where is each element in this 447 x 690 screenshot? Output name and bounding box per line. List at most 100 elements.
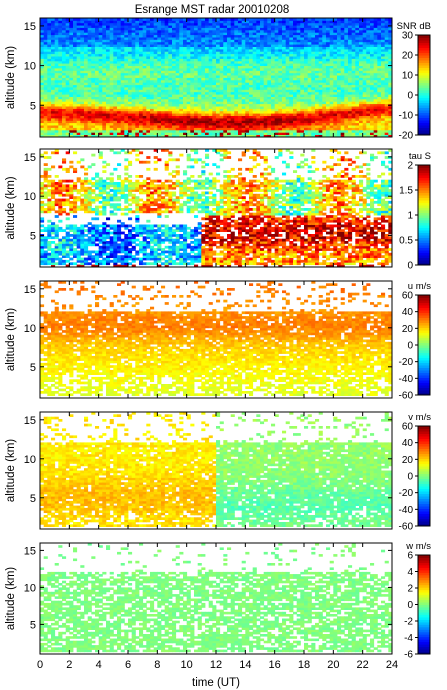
heatmap-cell [139, 27, 144, 31]
heatmap-cell [384, 65, 389, 69]
heatmap-cell [139, 34, 144, 38]
heatmap-cell [175, 25, 180, 28]
heatmap-cell [51, 250, 56, 254]
heatmap-cell [109, 110, 114, 114]
heatmap-cell [285, 96, 290, 100]
colorbar-segment [418, 115, 430, 118]
heatmap-cell [216, 89, 221, 93]
heatmap-cell [113, 125, 118, 128]
heatmap-cell [157, 20, 162, 24]
heatmap-cell [120, 53, 125, 57]
heatmap-cell [135, 37, 140, 40]
heatmap-cell [131, 20, 136, 24]
heatmap-cell [234, 37, 239, 40]
heatmap-cell [370, 129, 375, 133]
heatmap-cell [153, 120, 158, 124]
heatmap-cell [190, 96, 195, 100]
heatmap-cell [117, 68, 122, 71]
heatmap-cell [186, 29, 191, 33]
heatmap-cell [337, 110, 342, 114]
heatmap-cell [153, 96, 158, 100]
heatmap-cell [271, 39, 276, 43]
heatmap-cell [318, 96, 323, 100]
heatmap-cell [256, 125, 261, 128]
heatmap-cell [175, 79, 180, 83]
heatmap-cell [238, 56, 243, 59]
heatmap-cell [234, 51, 239, 55]
heatmap-cell [241, 68, 246, 71]
heatmap-cell [84, 77, 89, 81]
heatmap-cell [194, 115, 199, 119]
heatmap-cell [120, 70, 125, 74]
heatmap-cell [216, 56, 221, 59]
heatmap-cell [263, 118, 268, 121]
heatmap-cell [315, 65, 320, 69]
heatmap-cell [230, 106, 235, 109]
heatmap-cell [293, 94, 298, 97]
heatmap-cell [326, 120, 331, 124]
heatmap-cell [76, 103, 81, 107]
heatmap-cell [183, 113, 188, 116]
heatmap-cell [58, 127, 63, 131]
heatmap-cell [161, 94, 166, 97]
heatmap-cell [333, 125, 338, 128]
heatmap-cell [135, 58, 140, 62]
heatmap-cell [293, 122, 298, 126]
heatmap-cell [80, 79, 85, 83]
heatmap-cell [348, 48, 353, 52]
heatmap-cell [318, 65, 323, 69]
heatmap-cell [47, 226, 52, 230]
heatmap-cell [179, 110, 184, 114]
heatmap-cell [245, 120, 250, 124]
heatmap-cell [219, 39, 224, 43]
heatmap-cell [157, 70, 162, 74]
heatmap-cell [271, 53, 276, 57]
heatmap-cell [157, 41, 162, 45]
heatmap-cell [234, 48, 239, 52]
heatmap-cell [117, 103, 122, 107]
heatmap-cell [186, 51, 191, 55]
heatmap-cell [157, 25, 162, 28]
heatmap-cell [164, 79, 169, 83]
heatmap-cell [384, 108, 389, 112]
heatmap-cell [205, 115, 210, 119]
heatmap-cell [329, 110, 334, 114]
heatmap-cell [172, 115, 177, 119]
heatmap-cell [227, 20, 232, 24]
heatmap-cell [249, 48, 254, 52]
heatmap-cell [197, 44, 202, 47]
heatmap-cell [307, 60, 312, 64]
heatmap-cell [183, 82, 188, 86]
heatmap-cell [190, 115, 195, 119]
heatmap-cell [146, 41, 151, 45]
heatmap-cell [95, 48, 100, 52]
heatmap-cell [329, 70, 334, 74]
heatmap-cell [216, 48, 221, 52]
heatmap-cell [43, 196, 48, 199]
heatmap-cell [256, 32, 261, 36]
heatmap-cell [208, 125, 213, 128]
heatmap-cell [183, 37, 188, 40]
heatmap-cell [355, 96, 360, 100]
heatmap-cell [322, 110, 327, 114]
heatmap-cell [109, 39, 114, 43]
heatmap-cell [245, 20, 250, 24]
heatmap-cell [153, 106, 158, 109]
heatmap-cell [318, 51, 323, 55]
heatmap-cell [197, 29, 202, 33]
heatmap-cell [271, 120, 276, 124]
heatmap-cell [366, 60, 371, 64]
heatmap-cell [205, 108, 210, 112]
heatmap-cell [98, 96, 103, 100]
heatmap-cell [238, 63, 243, 66]
heatmap-cell [40, 259, 45, 263]
heatmap-cell [65, 103, 70, 107]
heatmap-cell [370, 98, 375, 102]
heatmap-cell [282, 108, 287, 112]
heatmap-cell [344, 75, 349, 78]
heatmap-cell [329, 25, 334, 28]
heatmap-cell [300, 84, 305, 88]
heatmap-cell [373, 34, 378, 38]
heatmap-cell [234, 110, 239, 114]
